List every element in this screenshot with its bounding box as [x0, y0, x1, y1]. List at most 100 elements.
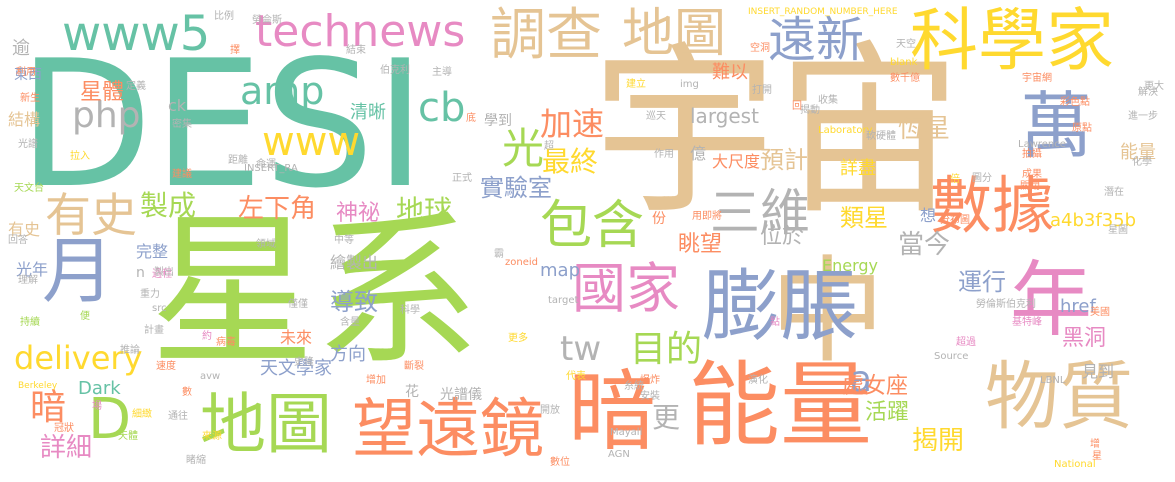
word-cloud-word: 光	[502, 124, 545, 173]
word-cloud-word: 定義	[126, 81, 146, 92]
word-cloud-word: 類星	[840, 204, 888, 232]
word-cloud-word: 宇宙網	[1022, 73, 1052, 84]
word-cloud-word: 病毒	[216, 337, 236, 348]
word-cloud-word: 勞侖斯	[252, 15, 282, 26]
word-cloud-word: 難以	[712, 62, 748, 83]
word-cloud-word: php	[72, 95, 141, 136]
word-cloud-word: 建立	[626, 79, 646, 90]
word-cloud-word: 便	[80, 311, 90, 322]
word-cloud-word: 有史	[8, 220, 41, 239]
word-cloud-word: 地圖	[622, 4, 727, 64]
word-cloud-word: 眺望	[678, 232, 723, 257]
word-cloud-word: 僅僅	[288, 299, 308, 310]
word-cloud-word: 勞倫斯伯克利	[976, 299, 1036, 310]
word-cloud-word: 領域	[256, 239, 276, 250]
word-cloud-word: 清晰	[350, 102, 386, 123]
word-cloud-word: 完整	[136, 242, 169, 261]
word-cloud-word: 加速	[540, 105, 605, 143]
word-cloud-word: 數	[182, 387, 192, 398]
word-cloud-word: 處女座	[842, 374, 909, 399]
word-cloud-word: 位於	[760, 224, 805, 249]
word-cloud-word: 用即將	[692, 211, 722, 222]
word-cloud-word: 點	[770, 317, 780, 328]
word-cloud-word: delivery	[14, 339, 143, 377]
word-cloud-word: 地圖	[200, 386, 332, 463]
word-cloud-word: 導致	[330, 288, 378, 316]
word-cloud-word: 斷裂	[404, 361, 424, 372]
word-cloud-word: 睹縮	[186, 455, 206, 466]
word-cloud-word: 來源	[202, 431, 222, 442]
word-cloud-word: 計畫	[144, 325, 164, 336]
word-cloud-word: 黑洞	[1062, 326, 1107, 351]
word-cloud-word: 潛在	[1104, 187, 1124, 198]
word-cloud-word: 原點	[1072, 123, 1092, 134]
word-cloud-word: 望遠鏡	[352, 393, 544, 467]
word-cloud-word: INSERT_RA	[244, 163, 298, 174]
word-cloud-word: 有史	[45, 188, 137, 242]
word-cloud-word: 場	[92, 401, 102, 412]
word-cloud-word: AGN	[608, 449, 630, 460]
word-cloud-word: 天文學家	[260, 358, 332, 379]
word-cloud-word: 霸	[494, 249, 504, 260]
word-cloud-word: 能量	[1120, 142, 1156, 163]
word-cloud-word: 方向	[330, 344, 366, 365]
word-cloud-word: 物質	[985, 354, 1133, 440]
word-cloud-word: src	[152, 303, 167, 314]
word-cloud-word: 代表	[566, 371, 586, 382]
word-cloud-word: 利用	[16, 67, 36, 78]
word-cloud-word: D	[88, 387, 132, 452]
word-cloud-word: 暗	[568, 360, 657, 463]
word-cloud-word: 運行	[958, 268, 1006, 296]
word-cloud-word: 關閉	[1020, 181, 1040, 192]
word-cloud-word: 演化	[748, 375, 768, 386]
word-cloud-word: 想	[920, 206, 937, 225]
word-cloud-word: 更	[652, 401, 681, 434]
word-cloud-word: 天體	[118, 431, 138, 442]
word-cloud-word: 星系	[150, 196, 480, 388]
word-cloud-word: 新生	[20, 93, 40, 104]
word-cloud-word: 通往	[168, 411, 188, 422]
word-cloud-word: Mayall	[610, 427, 643, 438]
word-cloud-word: 更大	[1144, 81, 1164, 92]
word-cloud-word: 實驗室	[480, 174, 552, 202]
word-cloud-word: 比例	[214, 11, 234, 22]
word-cloud-word: 能量	[688, 352, 873, 459]
word-cloud-word: 安裝	[640, 391, 660, 402]
word-cloud-word: 星	[1092, 451, 1102, 462]
word-cloud-word: 製成	[140, 189, 197, 222]
word-cloud-word: 回	[792, 101, 802, 112]
word-cloud-word: 揭動	[800, 105, 820, 116]
word-cloud-word: 作用	[654, 149, 674, 160]
word-cloud-word: 過程	[152, 269, 172, 280]
word-cloud-word: 目的	[630, 329, 703, 370]
word-cloud-word: 光譜	[18, 139, 38, 150]
word-cloud-word: ck	[168, 96, 187, 115]
word-cloud-word: tw	[560, 329, 602, 369]
word-cloud-word: cb	[418, 85, 466, 131]
word-cloud-word: 冠狀	[54, 423, 74, 434]
word-cloud-word: 密集	[172, 119, 192, 130]
word-cloud-word: a4b3f35b	[1050, 210, 1137, 231]
word-cloud-word: 調查	[490, 3, 602, 68]
word-cloud-word: 開放	[540, 405, 560, 416]
word-cloud-word: 三維	[710, 184, 810, 242]
word-cloud-word: 份	[652, 211, 666, 227]
word-cloud-word: n	[136, 265, 145, 281]
word-cloud-word: 軟硬體	[866, 131, 896, 142]
word-cloud-word: 打開	[752, 85, 772, 96]
word-cloud-word: 花	[405, 384, 419, 400]
word-cloud-word: 拍攝	[1022, 149, 1042, 160]
word-cloud-word: 持續	[20, 317, 40, 328]
word-cloud-word: 圖分	[972, 173, 992, 184]
word-cloud-word: 數位	[550, 457, 570, 468]
word-cloud-word: 年	[1010, 253, 1093, 348]
word-cloud-word: 逾	[12, 38, 30, 59]
word-cloud-word: 底	[466, 113, 476, 124]
word-cloud-word: a	[850, 359, 873, 400]
word-cloud-word: 增加	[366, 375, 386, 386]
word-cloud-word: Source	[934, 351, 969, 362]
word-cloud-word: 化學	[1132, 157, 1152, 168]
word-cloud-word: largest	[690, 104, 759, 128]
word-cloud-word: 星圖	[1108, 225, 1128, 236]
